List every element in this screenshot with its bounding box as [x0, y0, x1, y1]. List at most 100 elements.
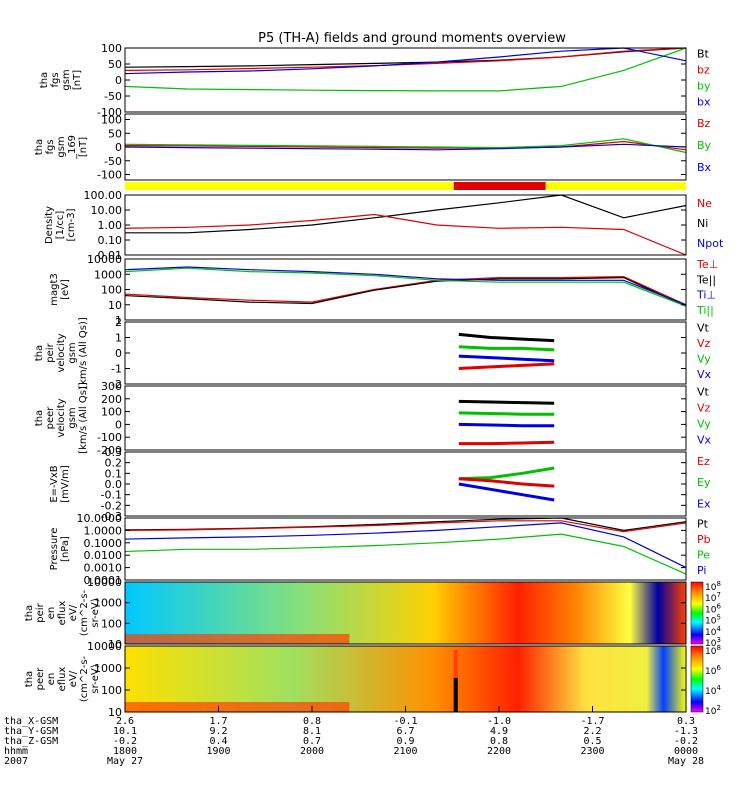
colorbar-label: 102: [705, 704, 721, 717]
ytick-label: 10000: [87, 253, 122, 266]
legend-bx: bx: [697, 96, 711, 109]
ytick-label: 10: [108, 638, 122, 651]
ylabel-line: [nT]: [72, 70, 83, 90]
series-bz: [124, 47, 687, 71]
legend-Pe: Pe: [697, 548, 710, 561]
ylabel-line: peer: [45, 406, 56, 430]
series-Te_perp: [124, 275, 687, 306]
ytick-label: 50: [108, 58, 122, 71]
legend-Pi: Pi: [697, 564, 706, 577]
ytick-label: 0: [115, 141, 122, 154]
ylabel-line: en: [46, 607, 57, 620]
ytick-label: 1000: [94, 268, 122, 281]
series-Pi: [124, 522, 687, 569]
xaxis-value: 2300: [580, 746, 604, 757]
xaxis-value: 0.4: [209, 736, 227, 747]
ytick-label: 10: [108, 299, 122, 312]
xaxis-row-label: tha_Y-GSM: [4, 726, 58, 737]
ylabel-line: [km/s (All Qs)]: [78, 317, 89, 389]
legend-Ti||: Ti||: [696, 304, 714, 317]
heatmap-image: [125, 646, 686, 712]
ytick-label: -200: [97, 444, 122, 457]
legend-Vx: Vx: [697, 368, 712, 381]
legend-Te⊥: Te⊥: [696, 258, 718, 271]
ylabel-line: (cm^2-s-: [79, 655, 90, 702]
ylabel-line: fgs: [50, 72, 61, 87]
xaxis-value: 10.1: [113, 726, 137, 737]
ylabel-line: gsm: [61, 69, 72, 90]
heatmap-lowenergy-band: [125, 634, 350, 644]
ytick-label: 10000: [87, 576, 122, 589]
legend-By: By: [697, 139, 712, 152]
ytick-label: 0.0: [105, 478, 123, 491]
ylabel-line: tha: [24, 671, 35, 687]
panel-frame: [124, 321, 687, 385]
legend-Vy: Vy: [697, 418, 711, 431]
mode-bar-0: [125, 182, 454, 190]
panel-frame: [124, 47, 687, 113]
ytick-label: 100: [101, 684, 122, 697]
ylabel-line: gsm: [67, 407, 78, 428]
ytick-label: 1: [115, 314, 122, 327]
xaxis-value: 2.6: [116, 716, 134, 727]
ylabel-line: fgs: [45, 139, 56, 154]
panel-frame: [124, 581, 687, 645]
plot-title: P5 (TH-A) fields and ground moments over…: [258, 31, 566, 46]
ytick-label: 100: [101, 114, 122, 127]
colorbar-label: 103: [705, 636, 721, 649]
panel-frame: [124, 451, 687, 517]
series-Ex: [458, 482, 555, 502]
ylabel-line: Pressure: [49, 528, 60, 571]
colorbar-label: 106: [705, 602, 721, 615]
legend-by: by: [697, 80, 711, 93]
xaxis-value: 6.7: [396, 726, 414, 737]
series-Vz: [458, 345, 555, 352]
ylabel-line: [km/s (All Qs)]: [78, 382, 89, 454]
ytick-label: 1000: [94, 662, 122, 675]
ylabel-line: tha: [34, 345, 45, 361]
xaxis-value: 0.5: [583, 736, 601, 747]
ytick-label: 0.1: [105, 467, 123, 480]
xaxis-value: 2.2: [583, 726, 601, 737]
ylabel-line: gsm: [67, 342, 78, 363]
ytick-label: -50: [104, 90, 122, 103]
ylabel-line: sr-eV): [90, 598, 101, 627]
xaxis-value: 1.7: [209, 716, 227, 727]
ylabel-line: eV/: [68, 604, 79, 621]
ylabel-line: peer: [35, 667, 46, 691]
legend-Vx: Vx: [697, 434, 712, 447]
panel-mode: [125, 182, 686, 190]
ylabel-line: velocity: [56, 398, 67, 437]
xaxis-value: 1900: [206, 746, 230, 757]
heatmap-image: [125, 582, 686, 644]
colorbar-label: 106: [705, 664, 721, 677]
mode-bar-2: [545, 182, 686, 190]
ytick-label: 100: [101, 617, 122, 630]
xaxis-value: 4.9: [490, 726, 508, 737]
xaxis-value: 0000: [674, 746, 698, 757]
legend-Bz: Bz: [697, 117, 711, 130]
xaxis-value: 2100: [393, 746, 417, 757]
ytick-label: 1.0000: [84, 524, 123, 537]
xaxis-row-label: tha_X-GSM: [4, 716, 58, 727]
ylabel-line: en: [46, 673, 57, 686]
legend-Npot: Npot: [697, 237, 724, 250]
legend-bz: bz: [697, 64, 710, 77]
legend-Ti⊥: Ti⊥: [696, 289, 716, 302]
ytick-label: 1.00: [98, 219, 123, 232]
colorbar-label: 105: [705, 614, 721, 627]
ylabel-line: velocity: [56, 333, 67, 372]
ylabel-line: eflux: [57, 601, 68, 626]
colorbar-label: 104: [705, 684, 721, 697]
ytick-label: 10.00: [91, 204, 123, 217]
ylabel-line: eflux: [57, 667, 68, 692]
ytick-label: 0.0100: [84, 549, 123, 562]
legend-Vy: Vy: [697, 352, 711, 365]
ytick-label: -0.1: [101, 489, 122, 502]
ylabel-line: peir: [35, 602, 46, 622]
ylabel-line: [nPa]: [60, 536, 71, 562]
xaxis-value: -0.1: [393, 716, 417, 727]
xaxis-value: -1.7: [580, 716, 604, 727]
